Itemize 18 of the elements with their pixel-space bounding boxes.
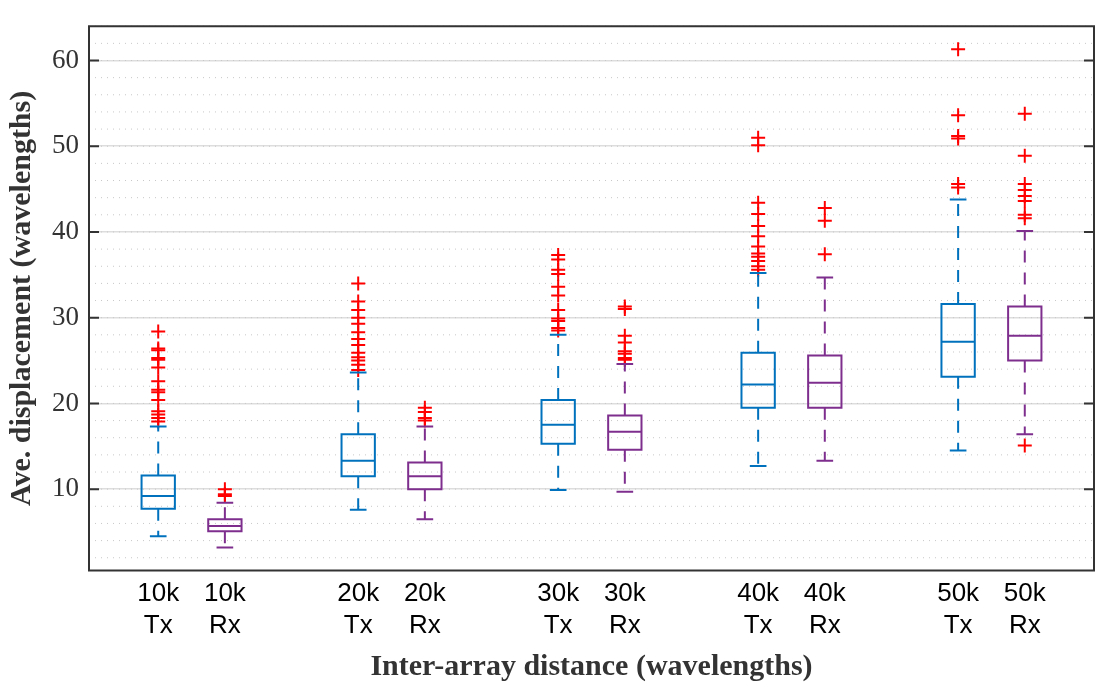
x-tick-label: 20k Tx bbox=[337, 577, 381, 639]
x-axis-title: Inter-array distance (wavelengths) bbox=[370, 647, 813, 682]
y-tick-label: 30 bbox=[52, 300, 79, 331]
y-tick-label: 50 bbox=[52, 129, 79, 160]
x-tick-label: 20k Rx bbox=[403, 577, 447, 639]
x-tick-label: 10k Tx bbox=[137, 577, 181, 639]
x-tick-label: 10k Rx bbox=[203, 577, 247, 639]
x-tick-label: 30k Rx bbox=[603, 577, 647, 639]
x-tick-label: 40k Tx bbox=[737, 577, 781, 639]
y-tick-label: 20 bbox=[52, 386, 79, 417]
x-tick-label: 30k Tx bbox=[537, 577, 581, 639]
x-tick-label: 40k Rx bbox=[803, 577, 847, 639]
y-axis-title: Ave. displacement (wavelengths) bbox=[2, 90, 37, 507]
y-tick-label: 10 bbox=[52, 472, 79, 503]
y-tick-label: 40 bbox=[52, 215, 79, 246]
y-tick-label: 60 bbox=[52, 43, 79, 74]
x-tick-label: 50k Tx bbox=[937, 577, 981, 639]
x-tick-label: 50k Rx bbox=[1003, 577, 1047, 639]
